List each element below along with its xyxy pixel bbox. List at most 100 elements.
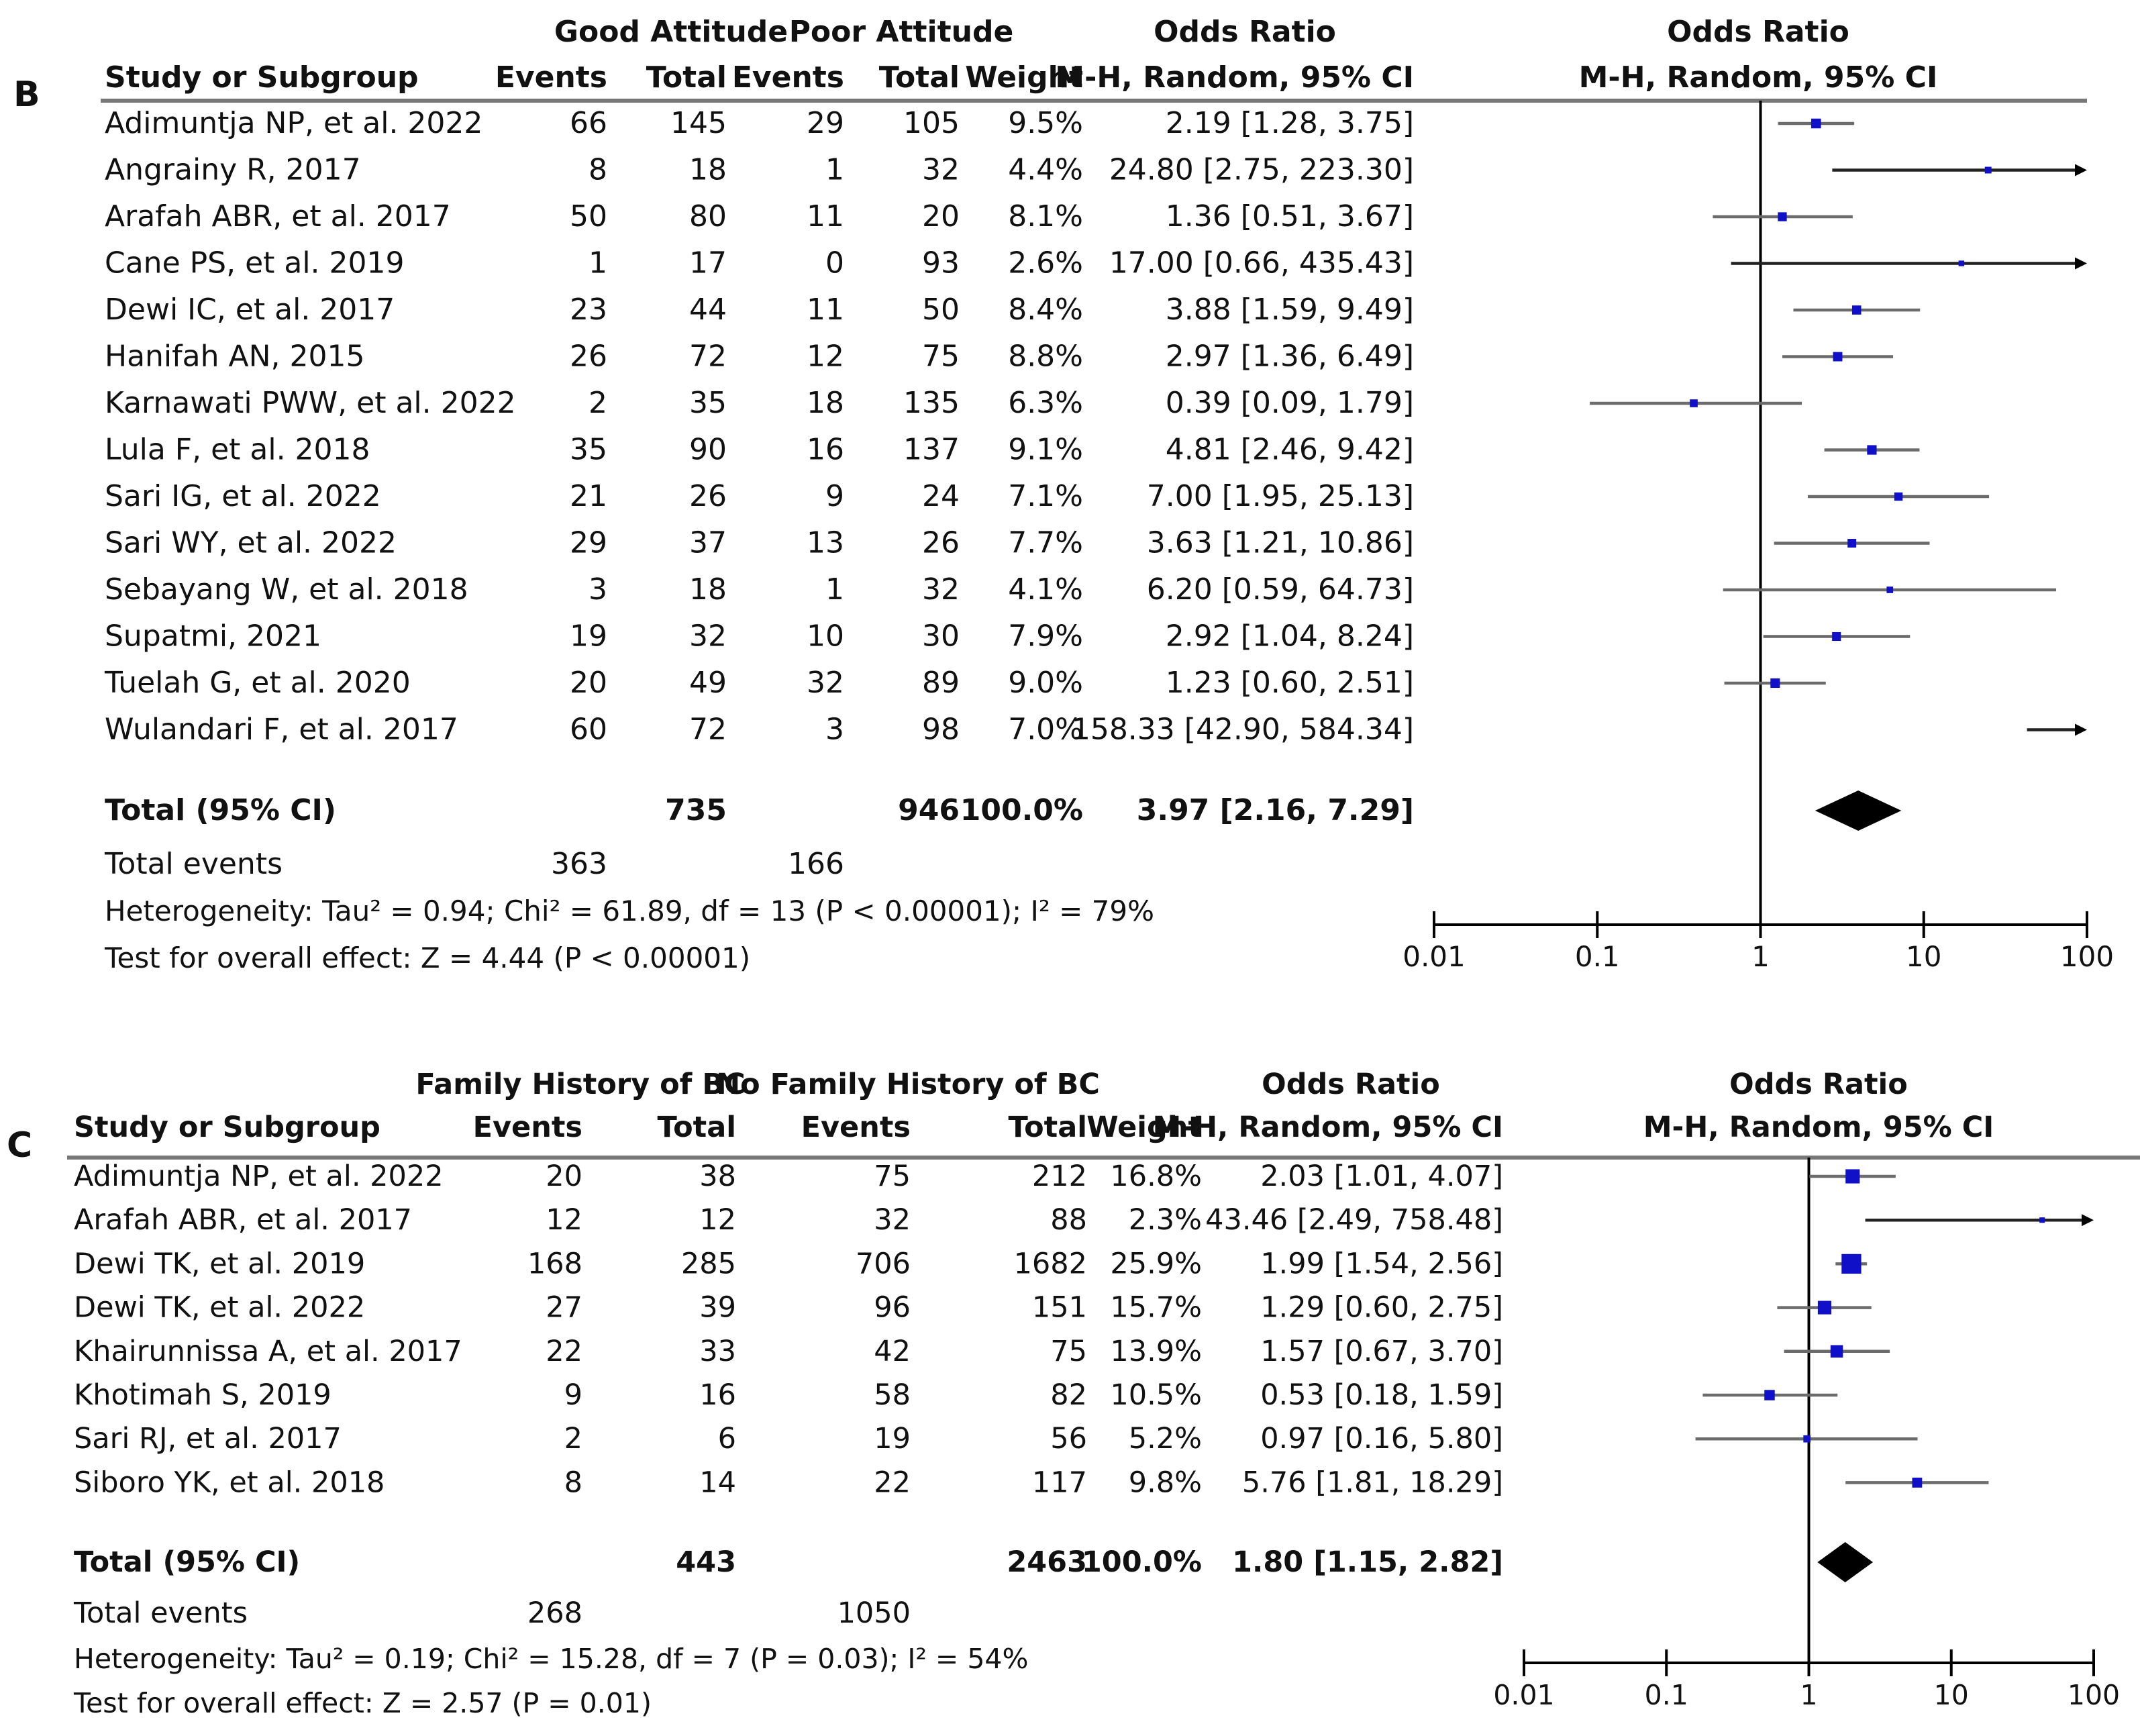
events-2-value: 22 xyxy=(874,1466,911,1499)
study-name: Arafah ABR, et al. 2017 xyxy=(74,1203,412,1237)
group-header-2: No Family History of BC xyxy=(716,1068,1100,1101)
panel-label: C xyxy=(7,1125,32,1166)
point-estimate-marker xyxy=(1958,260,1964,266)
total-1-value: 72 xyxy=(689,713,727,747)
or-ci-value: 0.53 [0.18, 1.59] xyxy=(1260,1378,1503,1412)
events-1-value: 168 xyxy=(527,1247,582,1280)
x-tick-label: 0.01 xyxy=(1403,940,1466,973)
total-weight: 100.0% xyxy=(960,793,1083,827)
events-2-value: 9 xyxy=(825,479,844,513)
total-2-value: 30 xyxy=(922,619,960,654)
total-2-value: 117 xyxy=(1032,1466,1087,1499)
events-1-value: 26 xyxy=(570,340,607,374)
or-ci-value: 1.99 [1.54, 2.56] xyxy=(1260,1247,1503,1280)
point-estimate-marker xyxy=(1841,1254,1862,1274)
events-1-value: 2 xyxy=(589,386,607,420)
or-method-header: M-H, Random, 95% CI xyxy=(1055,60,1414,95)
panel-label: B xyxy=(13,74,40,115)
or-ci-value: 1.29 [0.60, 2.75] xyxy=(1260,1291,1503,1325)
point-estimate-marker xyxy=(1778,212,1787,221)
events-1-value: 50 xyxy=(570,199,607,234)
events-1-value: 20 xyxy=(546,1160,582,1193)
total-2-sum: 946 xyxy=(898,793,960,827)
weight-value: 16.8% xyxy=(1110,1160,1202,1193)
or-ci-value: 0.39 [0.09, 1.79] xyxy=(1166,386,1414,420)
total-events-1: 268 xyxy=(527,1596,582,1630)
total-2-value: 135 xyxy=(903,386,960,420)
point-estimate-marker xyxy=(1912,1477,1923,1488)
study-name: Khairunnissa A, et al. 2017 xyxy=(74,1335,462,1368)
total-1-value: 16 xyxy=(699,1378,736,1412)
events-1-value: 35 xyxy=(570,433,607,467)
total-or-ci: 3.97 [2.16, 7.29] xyxy=(1137,793,1414,827)
total-2-value: 20 xyxy=(922,199,960,234)
events-2-header: Events xyxy=(801,1111,911,1144)
events-1-header: Events xyxy=(473,1111,582,1144)
weight-header: Weight xyxy=(1086,1111,1202,1144)
pooled-estimate-diamond xyxy=(1815,790,1902,831)
point-estimate-marker xyxy=(1811,118,1821,129)
total-or-ci: 1.80 [1.15, 2.82] xyxy=(1232,1545,1503,1579)
or-ci-value: 43.46 [2.49, 758.48] xyxy=(1205,1203,1503,1237)
total-2-value: 88 xyxy=(1050,1203,1087,1237)
weight-value: 7.7% xyxy=(1008,526,1083,560)
point-estimate-marker xyxy=(1830,1345,1843,1358)
weight-value: 15.7% xyxy=(1110,1291,1202,1325)
weight-value: 9.1% xyxy=(1008,433,1083,467)
x-tick-label: 0.1 xyxy=(1575,940,1620,973)
weight-value: 7.0% xyxy=(1008,713,1083,747)
point-estimate-marker xyxy=(1833,352,1843,362)
point-estimate-marker xyxy=(2039,1217,2045,1223)
point-estimate-marker xyxy=(1845,1169,1860,1184)
events-1-value: 8 xyxy=(564,1466,582,1499)
events-2-value: 706 xyxy=(856,1247,911,1280)
events-1-value: 22 xyxy=(546,1335,582,1368)
study-column-header: Study or Subgroup xyxy=(74,1111,380,1144)
point-estimate-marker xyxy=(1867,445,1877,455)
study-name: Hanifah AN, 2015 xyxy=(105,340,364,374)
study-column-header: Study or Subgroup xyxy=(105,60,419,95)
heterogeneity-text: Heterogeneity: Tau² = 0.94; Chi² = 61.89… xyxy=(105,895,1154,927)
total-1-value: 32 xyxy=(689,619,727,654)
study-name: Sebayang W, et al. 2018 xyxy=(105,572,468,607)
total-2-value: 50 xyxy=(922,293,960,327)
total-2-value: 26 xyxy=(922,526,960,560)
group-header-1: Family History of BC xyxy=(415,1068,745,1101)
or-ci-value: 2.19 [1.28, 3.75] xyxy=(1166,106,1414,140)
events-2-value: 18 xyxy=(807,386,844,420)
weight-value: 9.0% xyxy=(1008,666,1083,700)
total-label: Total (95% CI) xyxy=(105,793,336,827)
events-1-value: 19 xyxy=(570,619,607,654)
events-2-value: 1 xyxy=(825,572,844,607)
events-1-value: 29 xyxy=(570,526,607,560)
weight-value: 2.3% xyxy=(1129,1203,1202,1237)
total-2-value: 93 xyxy=(922,246,960,280)
total-1-value: 49 xyxy=(689,666,727,700)
weight-value: 2.6% xyxy=(1008,246,1083,280)
total-1-value: 12 xyxy=(699,1203,736,1237)
events-1-value: 21 xyxy=(570,479,607,513)
total-1-value: 18 xyxy=(689,153,727,187)
total-events-label: Total events xyxy=(104,847,283,881)
or-method-header: M-H, Random, 95% CI xyxy=(1152,1111,1503,1144)
pooled-estimate-diamond xyxy=(1817,1542,1874,1582)
events-1-value: 12 xyxy=(546,1203,582,1237)
events-2-header: Events xyxy=(732,60,844,95)
or-ci-value: 2.92 [1.04, 8.24] xyxy=(1166,619,1414,654)
total-1-value: 37 xyxy=(689,526,727,560)
study-name: Khotimah S, 2019 xyxy=(74,1378,332,1412)
total-1-value: 6 xyxy=(718,1422,736,1456)
or-ci-value: 6.20 [0.59, 64.73] xyxy=(1147,572,1414,607)
events-2-value: 12 xyxy=(807,340,844,374)
or-ci-value: 158.33 [42.90, 584.34] xyxy=(1072,713,1414,747)
study-name: Sari RJ, et al. 2017 xyxy=(74,1422,342,1456)
total-2-value: 82 xyxy=(1050,1378,1087,1412)
total-2-value: 56 xyxy=(1050,1422,1087,1456)
weight-value: 7.9% xyxy=(1008,619,1083,654)
events-1-value: 27 xyxy=(546,1291,582,1325)
point-estimate-marker xyxy=(1803,1435,1811,1443)
total-1-sum: 735 xyxy=(665,793,727,827)
weight-value: 9.5% xyxy=(1008,106,1083,140)
events-2-value: 29 xyxy=(807,106,844,140)
or-ci-value: 2.97 [1.36, 6.49] xyxy=(1166,340,1414,374)
